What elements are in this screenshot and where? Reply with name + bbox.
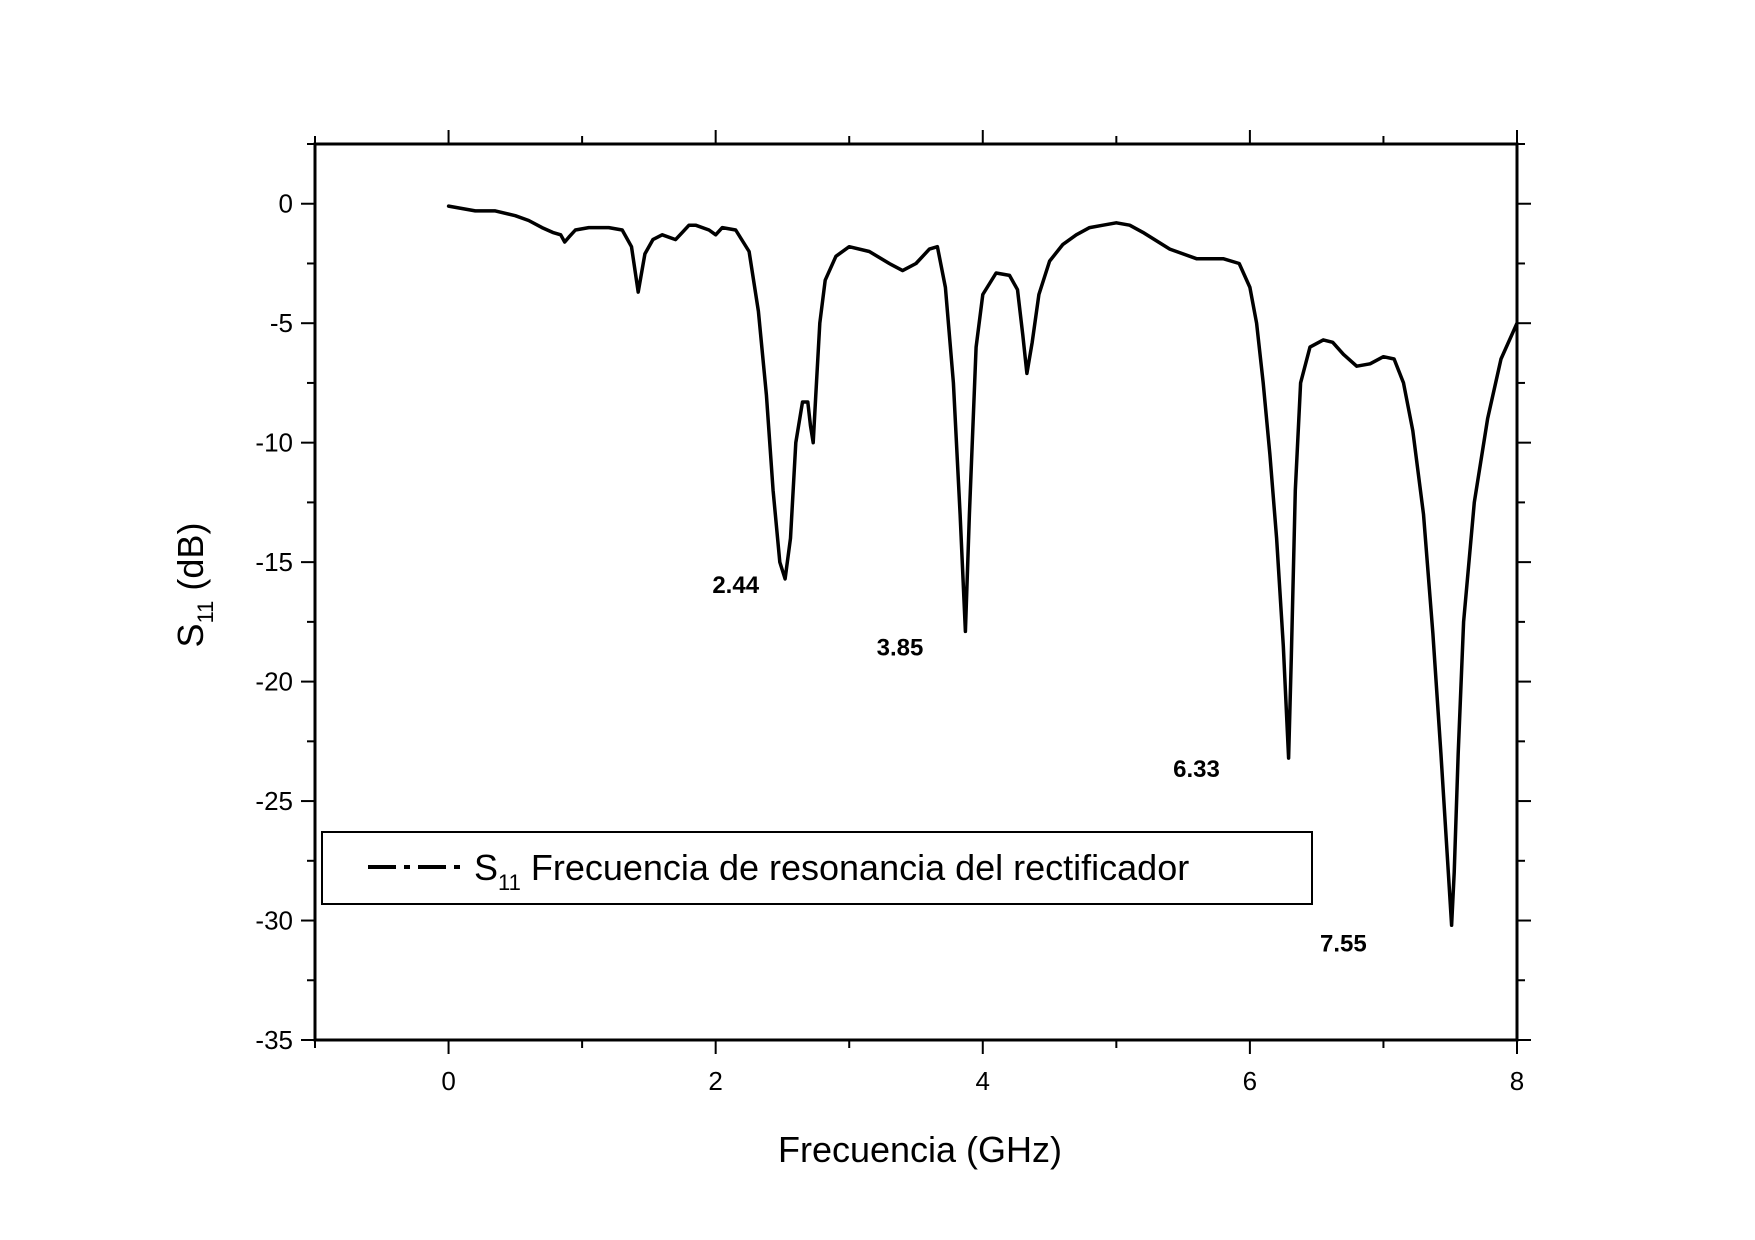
resonance-annotation: 2.44 <box>712 572 759 599</box>
legend: S11 Frecuencia de resonancia del rectifi… <box>321 831 1313 905</box>
x-tick-label: 8 <box>1510 1066 1524 1096</box>
x-tick-label: 0 <box>441 1066 455 1096</box>
plot-frame <box>313 142 1519 1042</box>
y-tick-label: 0 <box>279 189 293 219</box>
legend-main: S <box>474 847 498 888</box>
legend-box <box>321 831 1313 905</box>
legend-text: S11 Frecuencia de resonancia del rectifi… <box>474 847 1189 895</box>
x-axis-label: Frecuencia (GHz) <box>778 1129 1062 1170</box>
legend-sub: 11 <box>498 870 521 895</box>
y-tick-label: -35 <box>255 1025 293 1055</box>
resonance-annotation: 7.55 <box>1320 931 1367 958</box>
y-axis-label-unit: (dB) <box>170 523 211 601</box>
annotations: 2.44 3.85 6.33 7.55 <box>712 572 1366 957</box>
resonance-annotation: 6.33 <box>1173 756 1220 783</box>
y-tick-label: -20 <box>255 667 293 697</box>
series-line-s11 <box>446 204 1519 928</box>
resonance-annotation: 3.85 <box>877 634 924 661</box>
y-tick-label: -10 <box>255 428 293 458</box>
y-axis-label: S11 (dB) <box>170 523 218 648</box>
x-tick-label: 4 <box>976 1066 990 1096</box>
x-tick-label: 6 <box>1243 1066 1257 1096</box>
y-axis-label-main: S <box>170 623 211 647</box>
y-tick-label: -25 <box>255 786 293 816</box>
x-tick-label: 2 <box>708 1066 722 1096</box>
y-tick-label: -30 <box>255 906 293 936</box>
y-axis-label-sub: 11 <box>193 601 218 624</box>
legend-label: Frecuencia de resonancia del rectificado… <box>521 847 1189 888</box>
y-tick-label: -15 <box>255 547 293 577</box>
y-tick-label: -5 <box>270 308 293 338</box>
tick-labels: 0 2 4 6 8 0 -5 -10 -15 -20 -25 -30 -35 <box>255 189 1524 1096</box>
